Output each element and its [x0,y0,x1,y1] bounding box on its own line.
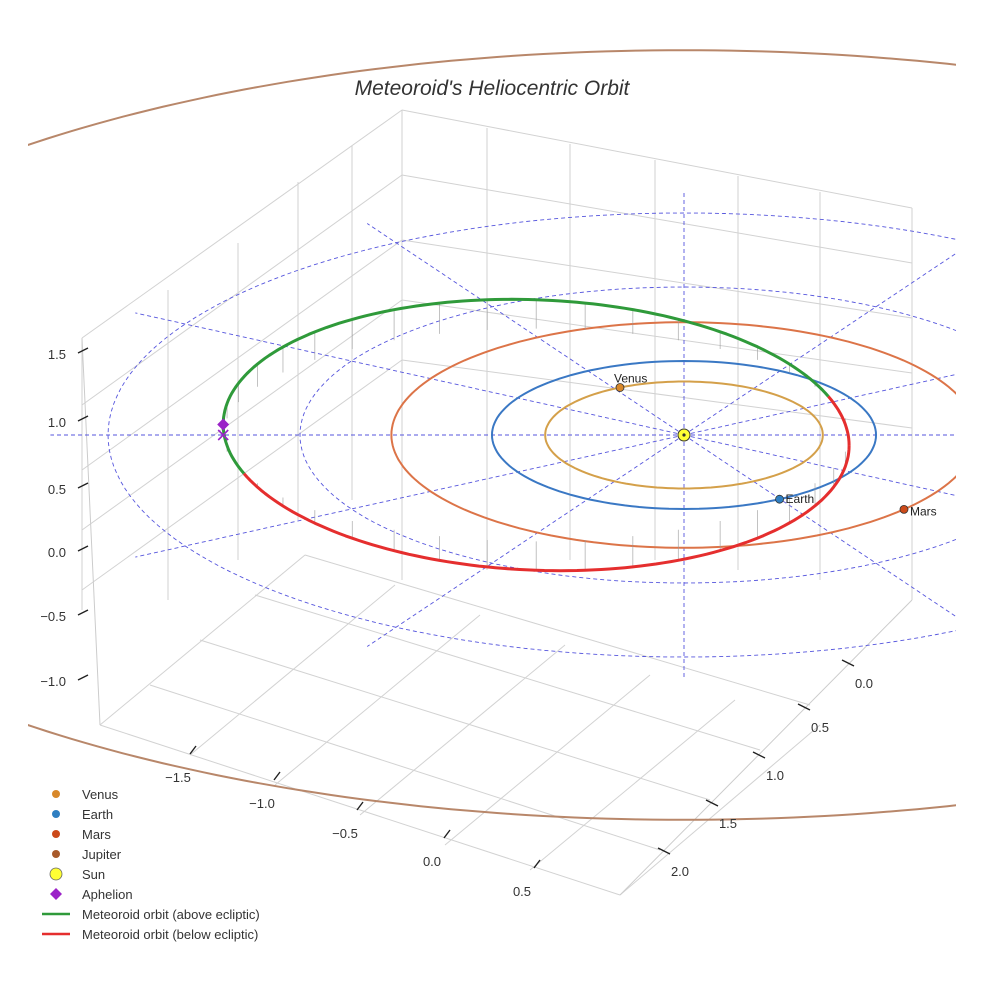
legend-label: Jupiter [82,847,122,862]
x-axis-tick-mark [189,745,197,755]
z-axis-tick-mark [77,347,89,354]
legend-item: Sun [49,867,105,882]
radial-guide-line [683,434,956,618]
z-axis-tick-mark [77,674,89,681]
legend-label: Earth [82,807,113,822]
venus-marker [615,383,625,392]
mars-label: Mars [910,504,937,518]
x-axis-tick-mark [356,801,364,811]
legend-dot-venus [52,790,60,798]
y-axis-tick-label: 0.0 [855,676,873,691]
z-axis-tick-label: 1.0 [48,415,66,430]
meteoroid-orbit-below [827,395,851,446]
sun-center-dot [682,433,686,437]
radial-guide-line [683,252,956,436]
legend-item: Venus [52,787,119,802]
aphelion-projection-marker [217,429,229,441]
legend-item: Meteoroid orbit (below ecliptic) [42,927,258,942]
y-axis-tick-label: 0.5 [811,720,829,735]
y-axis-tick-mark [841,659,855,667]
y-axis-tick-mark [705,799,719,807]
legend-diamond-symbol [50,888,62,900]
legend-dot-jupiter [52,850,60,858]
legend-label: Venus [82,787,119,802]
y-axis-tick-label: 1.5 [719,816,737,831]
legend-item: Meteoroid orbit (above ecliptic) [42,907,260,922]
radial-guide-line [366,434,685,647]
z-axis-tick-mark [77,609,89,616]
x-axis-tick-label: −1.0 [249,796,275,811]
aphelion-marker [217,418,230,431]
venus-label: Venus [614,372,647,386]
legend-label: Sun [82,867,105,882]
legend-item: Aphelion [50,887,133,902]
chart-title: Meteoroid's Heliocentric Orbit [355,77,631,100]
y-axis-tick-label: 2.0 [671,864,689,879]
z-axis-tick-label: 0.0 [48,545,66,560]
radial-guide-line [366,223,685,436]
x-axis-tick-label: −1.5 [165,770,191,785]
legend-label: Aphelion [82,887,133,902]
y-axis-tick-label: 1.0 [766,768,784,783]
venus-orbit [544,380,824,490]
z-axis-tick-mark [77,415,89,422]
radial-guide-line [135,434,685,558]
reference-circle-2au [299,286,956,584]
earth-label: Earth [786,492,815,506]
radial-guide-line [683,434,956,496]
radial-guide-line [683,374,956,436]
x-axis-tick-label: −0.5 [332,826,358,841]
z-axis-tick-label: 0.5 [48,482,66,497]
x-axis-tick-mark [443,829,451,839]
y-axis-tick-mark [657,847,671,855]
legend-item: Earth [52,807,113,822]
legend-item: Mars [52,827,111,842]
x-axis-tick-label: 0.0 [423,854,441,869]
box-grid [81,109,913,896]
legend-sun-symbol [49,867,63,881]
legend-item: Jupiter [52,847,122,862]
earth-marker [775,494,784,504]
meteoroid-orbit-below [242,445,851,573]
legend-label: Meteoroid orbit (below ecliptic) [82,927,258,942]
radial-guide-line [135,312,685,436]
meteoroid-orbit-above [221,297,830,475]
legend-label: Mars [82,827,111,842]
z-axis-tick-mark [77,545,89,552]
legend-dot-mars [52,830,60,838]
mars-marker [899,504,909,514]
x-axis-tick-mark [273,771,281,781]
z-axis-tick-mark [77,482,89,489]
legend-dot-earth [52,810,60,818]
y-axis-tick-mark [797,703,811,711]
z-axis-tick-label: −1.0 [40,674,66,689]
legend-label: Meteoroid orbit (above ecliptic) [82,907,260,922]
y-axis-tick-mark [752,751,766,759]
x-axis-tick-mark [533,859,541,869]
z-axis-tick-label: 1.5 [48,347,66,362]
z-axis-tick-label: −0.5 [40,609,66,624]
mars-orbit [390,321,956,549]
x-axis-tick-label: 0.5 [513,884,531,899]
